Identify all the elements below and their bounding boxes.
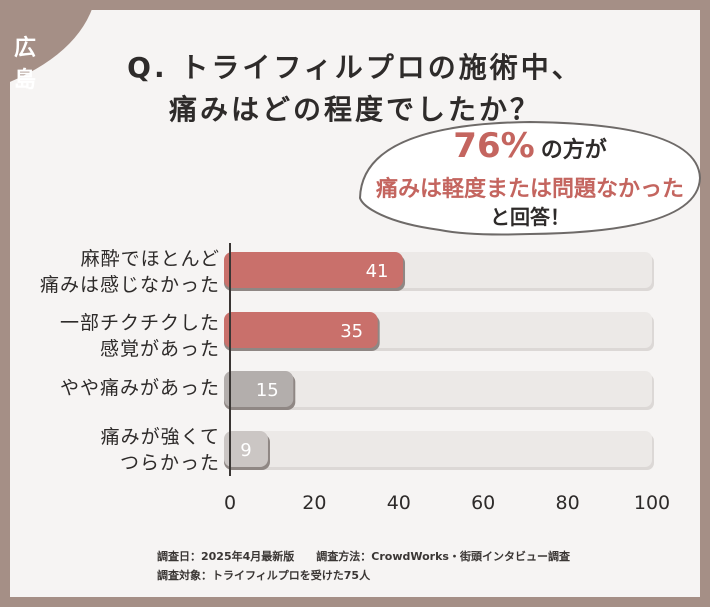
x-tick-label-4: 80: [556, 492, 580, 514]
category-label-3-line-1: 痛みが強くて: [100, 426, 220, 448]
region-badge-shape: [0, 0, 95, 86]
callout-line-1: 76% の方が: [360, 126, 700, 166]
category-label-1-line-2: 感覚があった: [99, 338, 220, 360]
bar-value-label-3: 9: [240, 440, 251, 461]
callout-line-3: と回答！: [490, 205, 570, 229]
bar-2: [224, 371, 294, 407]
bar-value-label-2: 15: [256, 380, 279, 401]
survey-footer-line-1: 調査日：2025年4月最新版 調査方法：CrowdWorks・街頭インタビュー調…: [157, 550, 570, 563]
category-label-1: 一部チクチクした 感覚があった: [20, 310, 220, 362]
bar-value-label-1: 35: [340, 321, 363, 342]
bar-3: [224, 431, 268, 467]
question-line-1: Q. トライフィルプロの施術中、: [127, 51, 583, 84]
bar-value-label-0: 41: [366, 261, 389, 282]
category-label-0: 麻酔でほとんど 痛みは感じなかった: [20, 246, 220, 298]
callout-percent: 76%: [453, 126, 535, 166]
bar-1: [224, 312, 378, 348]
bar-0: [224, 252, 404, 288]
x-tick-label-3: 60: [471, 492, 495, 514]
category-label-3-line-2: つらかった: [119, 452, 220, 474]
category-label-0-line-1: 麻酔でほとんど: [80, 248, 220, 270]
x-tick-label-0: 0: [224, 492, 236, 514]
category-label-0-line-2: 痛みは感じなかった: [39, 274, 220, 296]
bar-track-2: [230, 371, 652, 407]
category-label-2: やや痛みがあった: [20, 375, 220, 401]
bar-track-3: [230, 431, 652, 467]
category-label-2-line-1: やや痛みがあった: [59, 377, 220, 399]
x-tick-label-1: 20: [302, 492, 326, 514]
question-line-2: 痛みはどの程度でしたか？: [168, 93, 541, 126]
category-label-1-line-1: 一部チクチクした: [59, 312, 220, 334]
x-tick-label-5: 100: [634, 492, 670, 514]
x-tick-label-2: 40: [387, 492, 411, 514]
callout-line-2: 痛みは軽度または問題なかった: [375, 177, 684, 202]
infographic-card: [10, 10, 700, 597]
region-badge-label: 広島: [14, 36, 39, 93]
survey-footer-line-2: 調査対象：トライフィルプロを受けた75人: [157, 569, 371, 582]
category-label-3: 痛みが強くて つらかった: [20, 424, 220, 476]
callout-percent-tail: の方が: [540, 138, 607, 163]
